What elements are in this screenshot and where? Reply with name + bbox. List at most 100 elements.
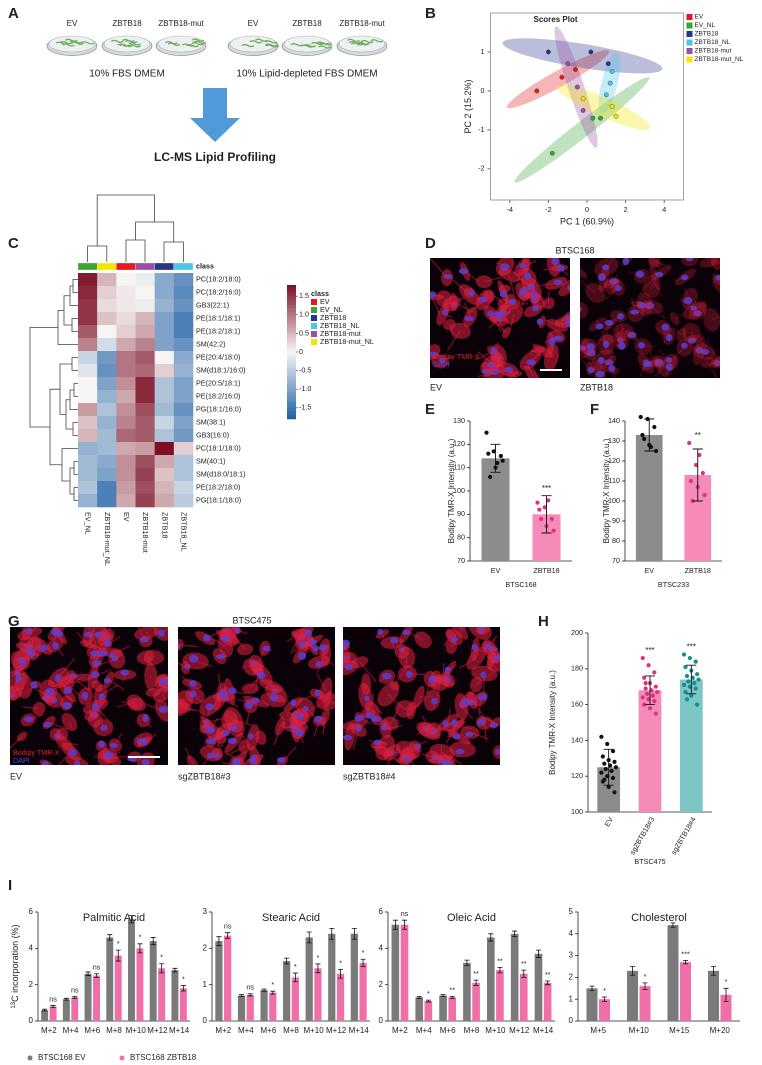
cell-body	[703, 308, 720, 332]
bar	[336, 973, 345, 1021]
bar	[519, 973, 528, 1021]
error-bar	[692, 448, 703, 502]
cell	[356, 41, 370, 45]
nucleus	[74, 760, 81, 765]
chart-title: Oleic Acid	[447, 912, 496, 924]
data-point	[689, 693, 694, 698]
nucleus	[458, 268, 469, 275]
heatmap-cell	[173, 286, 194, 300]
nucleus	[479, 627, 486, 631]
legend-label: EV	[695, 14, 704, 21]
heatmap-cell	[78, 403, 98, 417]
nucleus	[203, 634, 211, 642]
x-tick-label: -4	[507, 205, 513, 214]
nucleus	[637, 341, 646, 349]
nucleus	[41, 761, 50, 765]
error-bar	[473, 979, 479, 986]
data-point	[640, 695, 645, 700]
bar	[41, 1010, 49, 1021]
data-point	[612, 790, 617, 795]
panel-label: F	[590, 401, 599, 418]
heatmap-cell	[116, 338, 136, 352]
heatmap-cell	[154, 312, 175, 326]
heatmap-cell	[78, 442, 98, 456]
colorbar-slice	[287, 367, 296, 371]
cell	[62, 43, 75, 47]
chart-title: Scores Plot	[533, 15, 577, 24]
bar	[114, 955, 122, 1021]
data-point	[650, 693, 656, 698]
y-tick-label: 1	[481, 47, 485, 56]
data-point	[551, 528, 556, 533]
nucleus	[233, 758, 241, 765]
error-bar	[497, 967, 503, 974]
y-tick-label: 2	[203, 943, 208, 952]
significance: *	[271, 980, 274, 989]
nucleus	[158, 705, 168, 713]
cell	[125, 39, 138, 44]
colorbar-slice	[287, 316, 296, 319]
y-tick-label: 6	[379, 907, 384, 916]
data-point	[702, 492, 707, 498]
y-tick-label: 2	[29, 980, 34, 989]
data-point	[683, 664, 688, 670]
nucleus	[390, 637, 399, 644]
bar	[424, 1001, 433, 1021]
error-bar	[94, 973, 100, 978]
row-label: PE(20:5/18:1)	[196, 378, 240, 387]
row-label: PC(18:2/18:0)	[196, 274, 241, 283]
colorbar-tick-label: 1.5	[299, 291, 309, 300]
cell-body	[613, 323, 634, 342]
x-tick-label: 2	[624, 205, 628, 214]
colorbar-slice	[287, 383, 296, 386]
x-tick-label: M+14	[349, 1026, 370, 1035]
data-point	[610, 775, 616, 781]
heatmap-cell	[97, 429, 117, 443]
heatmap-cell	[116, 351, 136, 365]
y-tick-label: 6	[29, 907, 34, 916]
cell-body	[647, 258, 663, 268]
heatmap-cell	[154, 351, 175, 365]
heatmap-cell	[173, 377, 194, 391]
error-bar	[490, 443, 501, 473]
nucleus	[206, 738, 217, 745]
colorbar-slice	[287, 405, 296, 409]
error-bar	[42, 1008, 48, 1012]
cell-body	[398, 646, 416, 669]
legend-label: ZBTB18-mut	[695, 48, 732, 55]
heatmap-cell	[154, 364, 175, 378]
legend-swatch	[686, 31, 693, 37]
nucleus	[700, 348, 710, 355]
score-point	[590, 115, 596, 121]
cell-body	[653, 357, 668, 378]
cell-process	[656, 367, 662, 378]
error-bar	[425, 999, 431, 1003]
bar	[328, 933, 336, 1021]
bar	[391, 924, 400, 1021]
data-point	[603, 766, 608, 772]
score-point	[574, 84, 580, 90]
nucleus	[43, 721, 52, 728]
y-tick-label: 140	[608, 416, 620, 425]
heatmap-cell	[116, 468, 136, 482]
nucleus	[157, 629, 165, 637]
cell-body	[237, 643, 254, 656]
row-label: PE(18:2/18:1)	[196, 326, 240, 335]
bar	[171, 970, 179, 1021]
colorbar-tick-label: 0	[299, 347, 303, 356]
colorbar-slice	[287, 378, 296, 382]
cell-body	[700, 356, 715, 368]
bar	[599, 999, 610, 1021]
error-bar	[401, 919, 407, 930]
row-label: PE(18:2/16:0)	[196, 391, 240, 400]
data-point	[599, 734, 604, 739]
cell-process	[662, 327, 665, 344]
nucleus	[639, 302, 647, 308]
score-point	[580, 96, 586, 102]
heatmap-cell	[135, 325, 155, 339]
heatmap-cell	[135, 403, 155, 417]
cell	[128, 42, 142, 46]
data-point	[653, 711, 658, 716]
data-point	[681, 682, 687, 688]
row-label: GB3(16:0)	[196, 430, 229, 439]
